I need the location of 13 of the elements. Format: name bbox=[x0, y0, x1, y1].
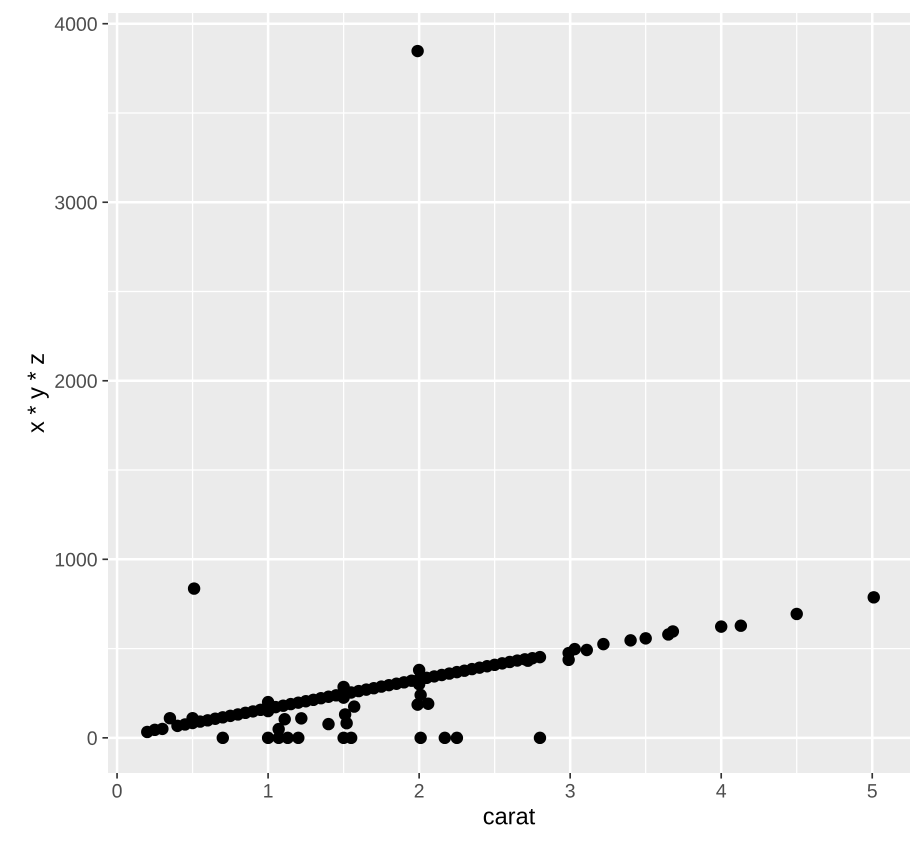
y-axis-title: x * y * z bbox=[28, 354, 49, 433]
y-tick-label: 1000 bbox=[56, 552, 97, 567]
x-tick-label: 0 bbox=[112, 784, 122, 798]
y-tick-label: 0 bbox=[88, 731, 97, 746]
x-axis-title: carat bbox=[484, 808, 536, 824]
x-tick-label: 2 bbox=[414, 784, 424, 798]
y-tick-label: 2000 bbox=[55, 374, 97, 388]
x-tick-label: 5 bbox=[868, 784, 877, 798]
x-tick-label: 3 bbox=[566, 784, 575, 798]
y-tick-label: 3000 bbox=[55, 196, 97, 210]
x-tick-label: 4 bbox=[716, 784, 726, 798]
x-tick-label: 1 bbox=[264, 784, 273, 798]
y-tick-label: 4000 bbox=[54, 17, 97, 31]
